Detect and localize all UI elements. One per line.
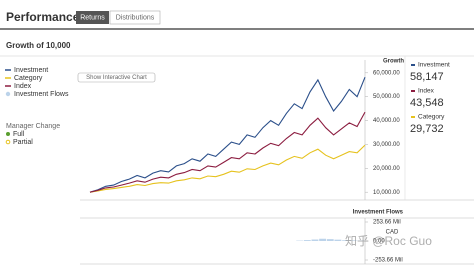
subtitle: Growth of 10,000: [6, 41, 71, 50]
legend-dot: [6, 132, 10, 136]
legend-label: Index: [14, 83, 32, 90]
panel-value: 43,548: [410, 97, 444, 109]
panel-value: 29,732: [410, 123, 444, 135]
bar: [342, 240, 349, 241]
y-tick-label: 50,000.00: [373, 94, 400, 100]
bar: [311, 239, 319, 241]
bar: [349, 240, 357, 241]
panel-label: Investment: [418, 62, 450, 69]
series-line: [89, 76, 366, 193]
tab-box[interactable]: [109, 10, 161, 25]
axis-unit: CAD: [386, 230, 399, 236]
bar: [334, 239, 342, 241]
bar: [303, 240, 311, 241]
legend-label: Investment: [14, 67, 48, 74]
page-title: Performance: [6, 10, 80, 24]
series-line: [89, 144, 366, 193]
y-tick-label: 253.66 Mil: [373, 220, 401, 226]
panel-swatch: [411, 116, 415, 118]
y-tick-label: 10,000.00: [373, 190, 400, 196]
button-label[interactable]: Show Interactive Chart: [86, 75, 147, 81]
y-tick-label: -253.66 Mil: [373, 258, 403, 264]
tab-active[interactable]: [76, 11, 109, 24]
legend-label: Investment Flows: [14, 91, 69, 98]
watermark: 知乎 @Roc Guo: [345, 234, 432, 248]
flows-title: Investment Flows: [353, 210, 404, 216]
panel-swatch: [411, 90, 415, 92]
legend-heading: Manager Change: [6, 123, 60, 130]
series-line: [89, 111, 366, 193]
y-tick-label: 60,000.00: [373, 70, 400, 76]
axis-title: Growth: [383, 59, 404, 65]
panel-swatch: [411, 64, 415, 66]
legend-label: Partial: [13, 139, 33, 146]
bar: [326, 239, 334, 241]
y-tick-label: 30,000.00: [373, 142, 400, 148]
tab[interactable]: Returns: [80, 14, 105, 21]
legend-label: Category: [14, 75, 43, 82]
legend-dot: [5, 139, 11, 145]
panel-value: 58,147: [410, 71, 444, 83]
legend-swatch: [5, 91, 11, 97]
panel-label: Index: [418, 88, 435, 95]
y-tick-label: 20,000.00: [373, 166, 400, 172]
legend-label: Full: [13, 131, 25, 138]
panel-label: Category: [418, 114, 445, 121]
tab[interactable]: Distributions: [116, 14, 155, 21]
button[interactable]: [77, 72, 156, 83]
y-tick-label: 40,000.00: [373, 118, 400, 124]
bar: [319, 238, 327, 241]
y-tick-label: 0.00: [373, 239, 385, 245]
